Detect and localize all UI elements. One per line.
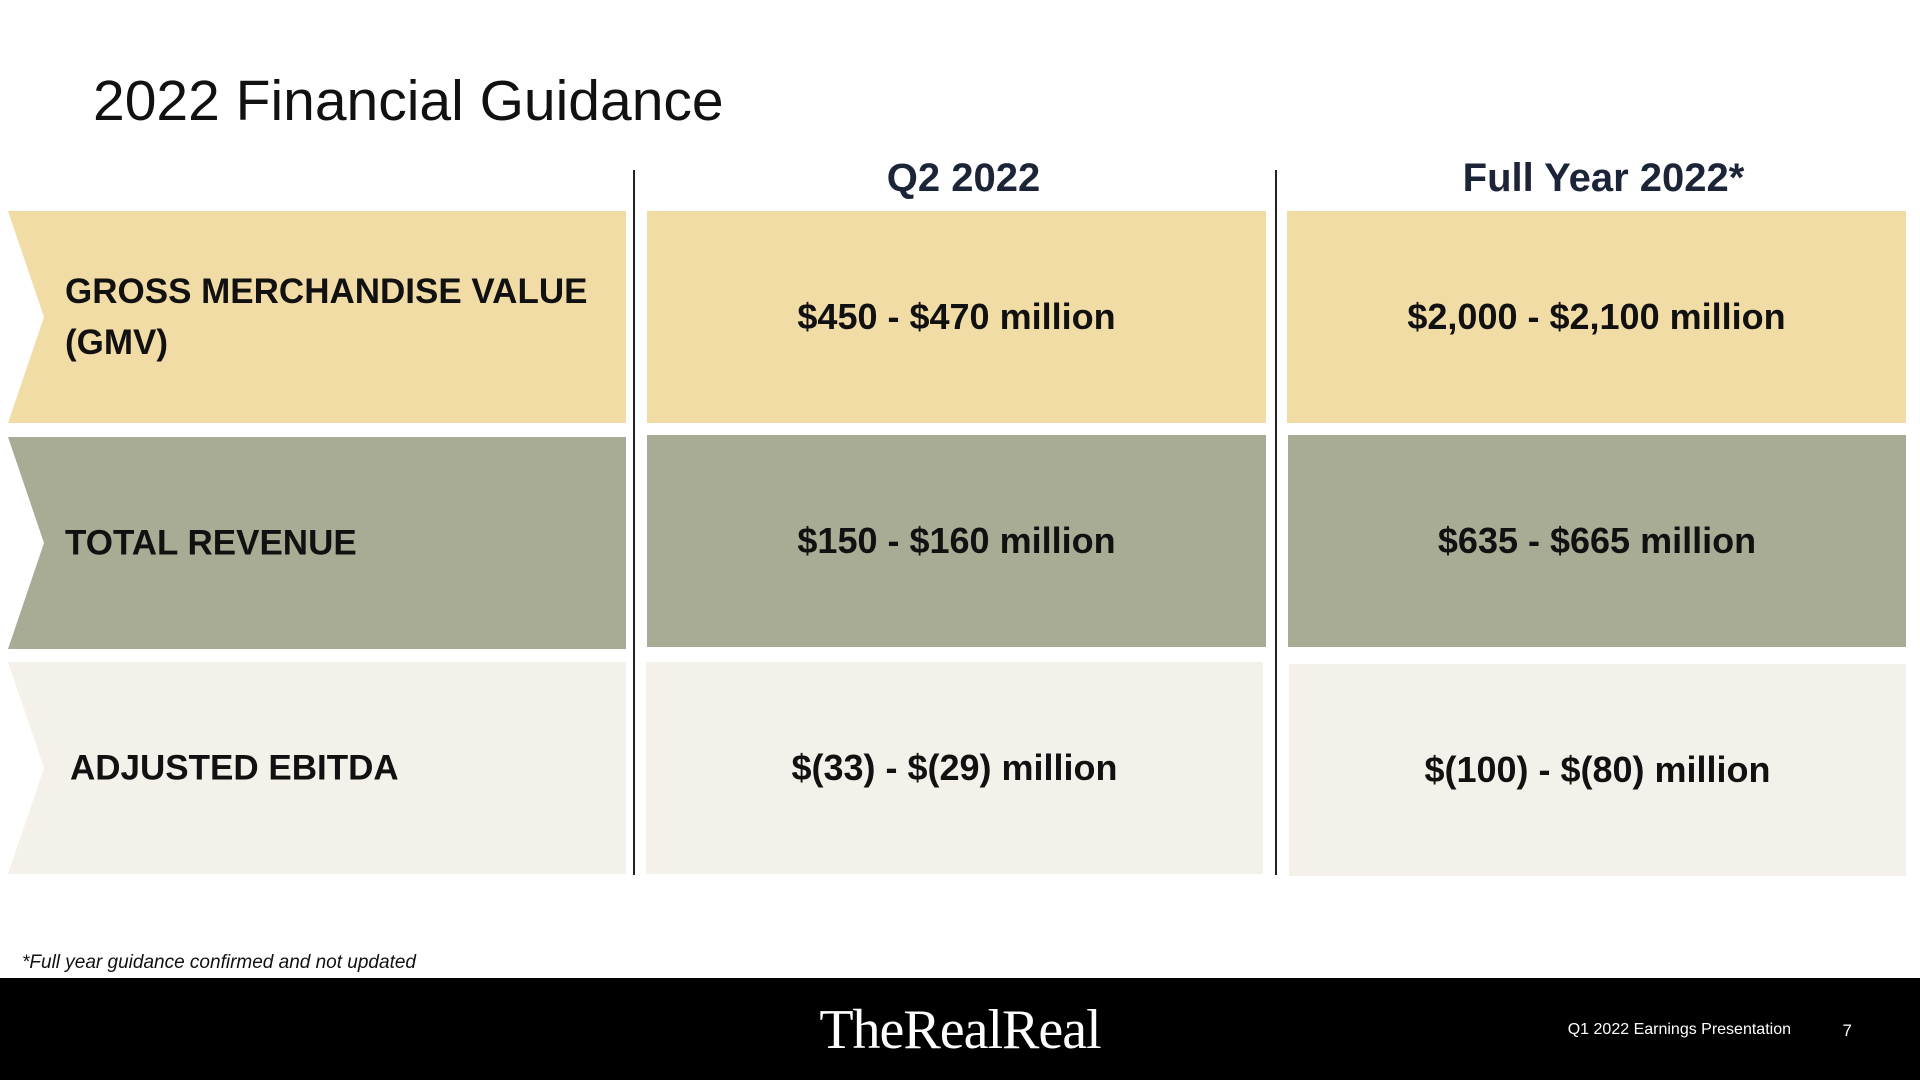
value-cell-gmv-fy: $2,000 - $2,100 million (1287, 211, 1906, 423)
slide-title: 2022 Financial Guidance (93, 69, 724, 133)
row-label-line: TOTAL REVENUE (65, 523, 357, 563)
value-text: $635 - $665 million (1437, 520, 1757, 561)
row-label-line: (GMV) (65, 323, 169, 362)
row-label-adjusted-ebitda: ADJUSTED EBITDA (8, 662, 626, 874)
footnote: *Full year guidance confirmed and not up… (22, 952, 416, 973)
value-cell-revenue-q2: $150 - $160 million (647, 435, 1266, 647)
column-header-full-year: Full Year 2022* (1462, 156, 1745, 200)
footer-bar: TheRealReal Q1 2022 Earnings Presentatio… (0, 978, 1920, 1080)
value-text: $(100) - $(80) million (1424, 749, 1771, 790)
column-divider (633, 170, 635, 875)
value-cell-gmv-q2: $450 - $470 million (647, 211, 1266, 423)
value-text: $(33) - $(29) million (791, 747, 1118, 788)
value-text: $2,000 - $2,100 million (1407, 296, 1786, 337)
row-label-line: ADJUSTED EBITDA (70, 748, 399, 788)
presentation-name: Q1 2022 Earnings Presentation (1567, 1021, 1791, 1038)
row-label-line: GROSS MERCHANDISE VALUE (65, 272, 588, 311)
row-label-gmv: GROSS MERCHANDISE VALUE (GMV) (8, 211, 626, 423)
row-label-total-revenue: TOTAL REVENUE (8, 437, 626, 649)
column-header-q2: Q2 2022 (886, 156, 1041, 200)
value-text: $150 - $160 million (797, 520, 1116, 561)
column-divider (1275, 170, 1277, 875)
value-cell-ebitda-fy: $(100) - $(80) million (1289, 664, 1906, 876)
value-cell-ebitda-q2: $(33) - $(29) million (646, 662, 1263, 874)
value-cell-revenue-fy: $635 - $665 million (1288, 435, 1906, 647)
company-logo: TheRealReal (819, 999, 1101, 1061)
page-number: 7 (1842, 1021, 1852, 1040)
value-text: $450 - $470 million (797, 296, 1116, 337)
